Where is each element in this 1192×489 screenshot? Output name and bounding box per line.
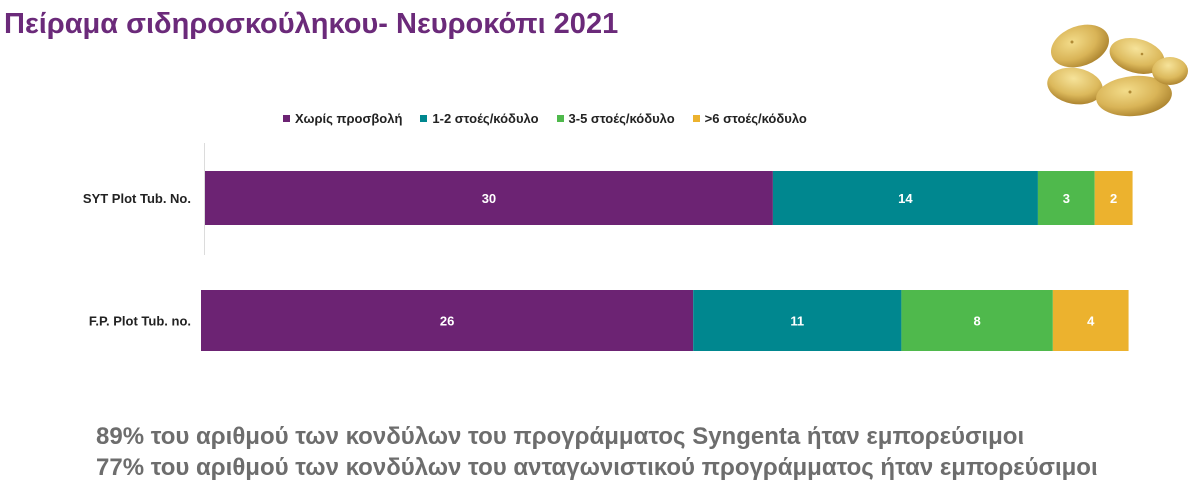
data-label: 30: [482, 191, 496, 206]
data-label: 14: [898, 191, 913, 206]
bar-segment: [772, 171, 1038, 225]
data-label: 2: [1110, 191, 1117, 206]
bar-segment: [201, 290, 694, 351]
data-label: 26: [440, 314, 454, 329]
page-title: Πείραμα σιδηροσκούληκου- Νευροκόπι 2021: [4, 8, 619, 40]
chart-legend: Χωρίς προσβολή 1-2 στοές/κόδυλο 3-5 στοέ…: [283, 110, 807, 126]
bar-segment: [1052, 290, 1129, 351]
category-label: SYT Plot Tub. No.: [83, 191, 191, 206]
legend-swatch: [283, 114, 290, 122]
data-label: 3: [1063, 191, 1070, 206]
data-label: 4: [1087, 314, 1095, 329]
bar-segment: [901, 290, 1053, 351]
legend-item: >6 στοές/κόδυλο: [692, 110, 807, 126]
summary-note: 77% του αριθμού των κονδύλων του ανταγων…: [96, 454, 1098, 481]
legend-swatch: [556, 114, 564, 122]
summary-note: 89% του αριθμού των κονδύλων του προγράμ…: [96, 423, 1025, 450]
legend-label: 3-5 στοές/κόδυλο: [568, 110, 675, 126]
bar-segment: [1094, 171, 1133, 225]
data-label: 8: [974, 314, 981, 329]
legend-item: 3-5 στοές/κόδυλο: [556, 110, 675, 126]
legend-item: Χωρίς προσβολή: [283, 111, 402, 126]
legend-label: >6 στοές/κόδυλο: [704, 110, 807, 126]
bar-segment: [205, 171, 773, 225]
category-label: F.P. Plot Tub. no.: [89, 314, 191, 329]
legend-swatch: [420, 114, 428, 122]
legend-item: 1-2 στοές/κόδυλο: [420, 110, 539, 126]
data-label: 11: [790, 314, 804, 329]
bar-segment: [1037, 171, 1095, 225]
legend-label: Χωρίς προσβολή: [295, 110, 403, 126]
legend-label: 1-2 στοές/κόδυλο: [432, 110, 539, 126]
potatoes-image: [1047, 24, 1188, 117]
stacked-bar-chart: SYT Plot Tub. No. 30 14 3 2 F.P. Plot Tub. no…: [83, 143, 1133, 351]
legend-swatch: [692, 114, 700, 122]
bar-segment: [693, 290, 902, 351]
